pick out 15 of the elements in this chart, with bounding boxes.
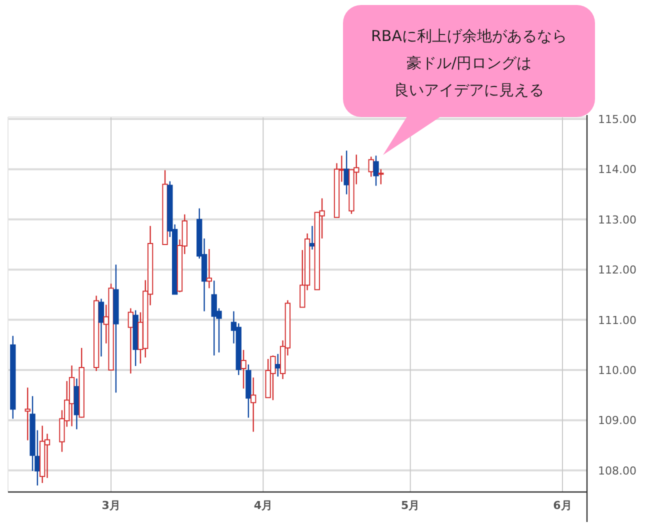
ytick: 111.00 (598, 314, 636, 327)
ytick: 115.00 (598, 113, 636, 126)
xtick: 5月 (401, 499, 420, 512)
xtick: 3月 (102, 499, 120, 512)
ytick: 109.00 (598, 414, 636, 428)
annotation: 良いアイデアに見える (394, 81, 544, 99)
ytick: 113.00 (598, 213, 636, 226)
annotation: 豪ドル/円ロングは (406, 54, 532, 72)
ytick: 108.00 (598, 464, 636, 478)
ytick: 110.00 (598, 364, 636, 377)
ytick: 112.00 (598, 264, 636, 277)
ytick: 114.00 (598, 163, 636, 176)
xtick: 4月 (254, 499, 272, 512)
annotation: RBAに利上げ余地があるなら (371, 27, 567, 45)
xtick: 6月 (553, 499, 572, 512)
